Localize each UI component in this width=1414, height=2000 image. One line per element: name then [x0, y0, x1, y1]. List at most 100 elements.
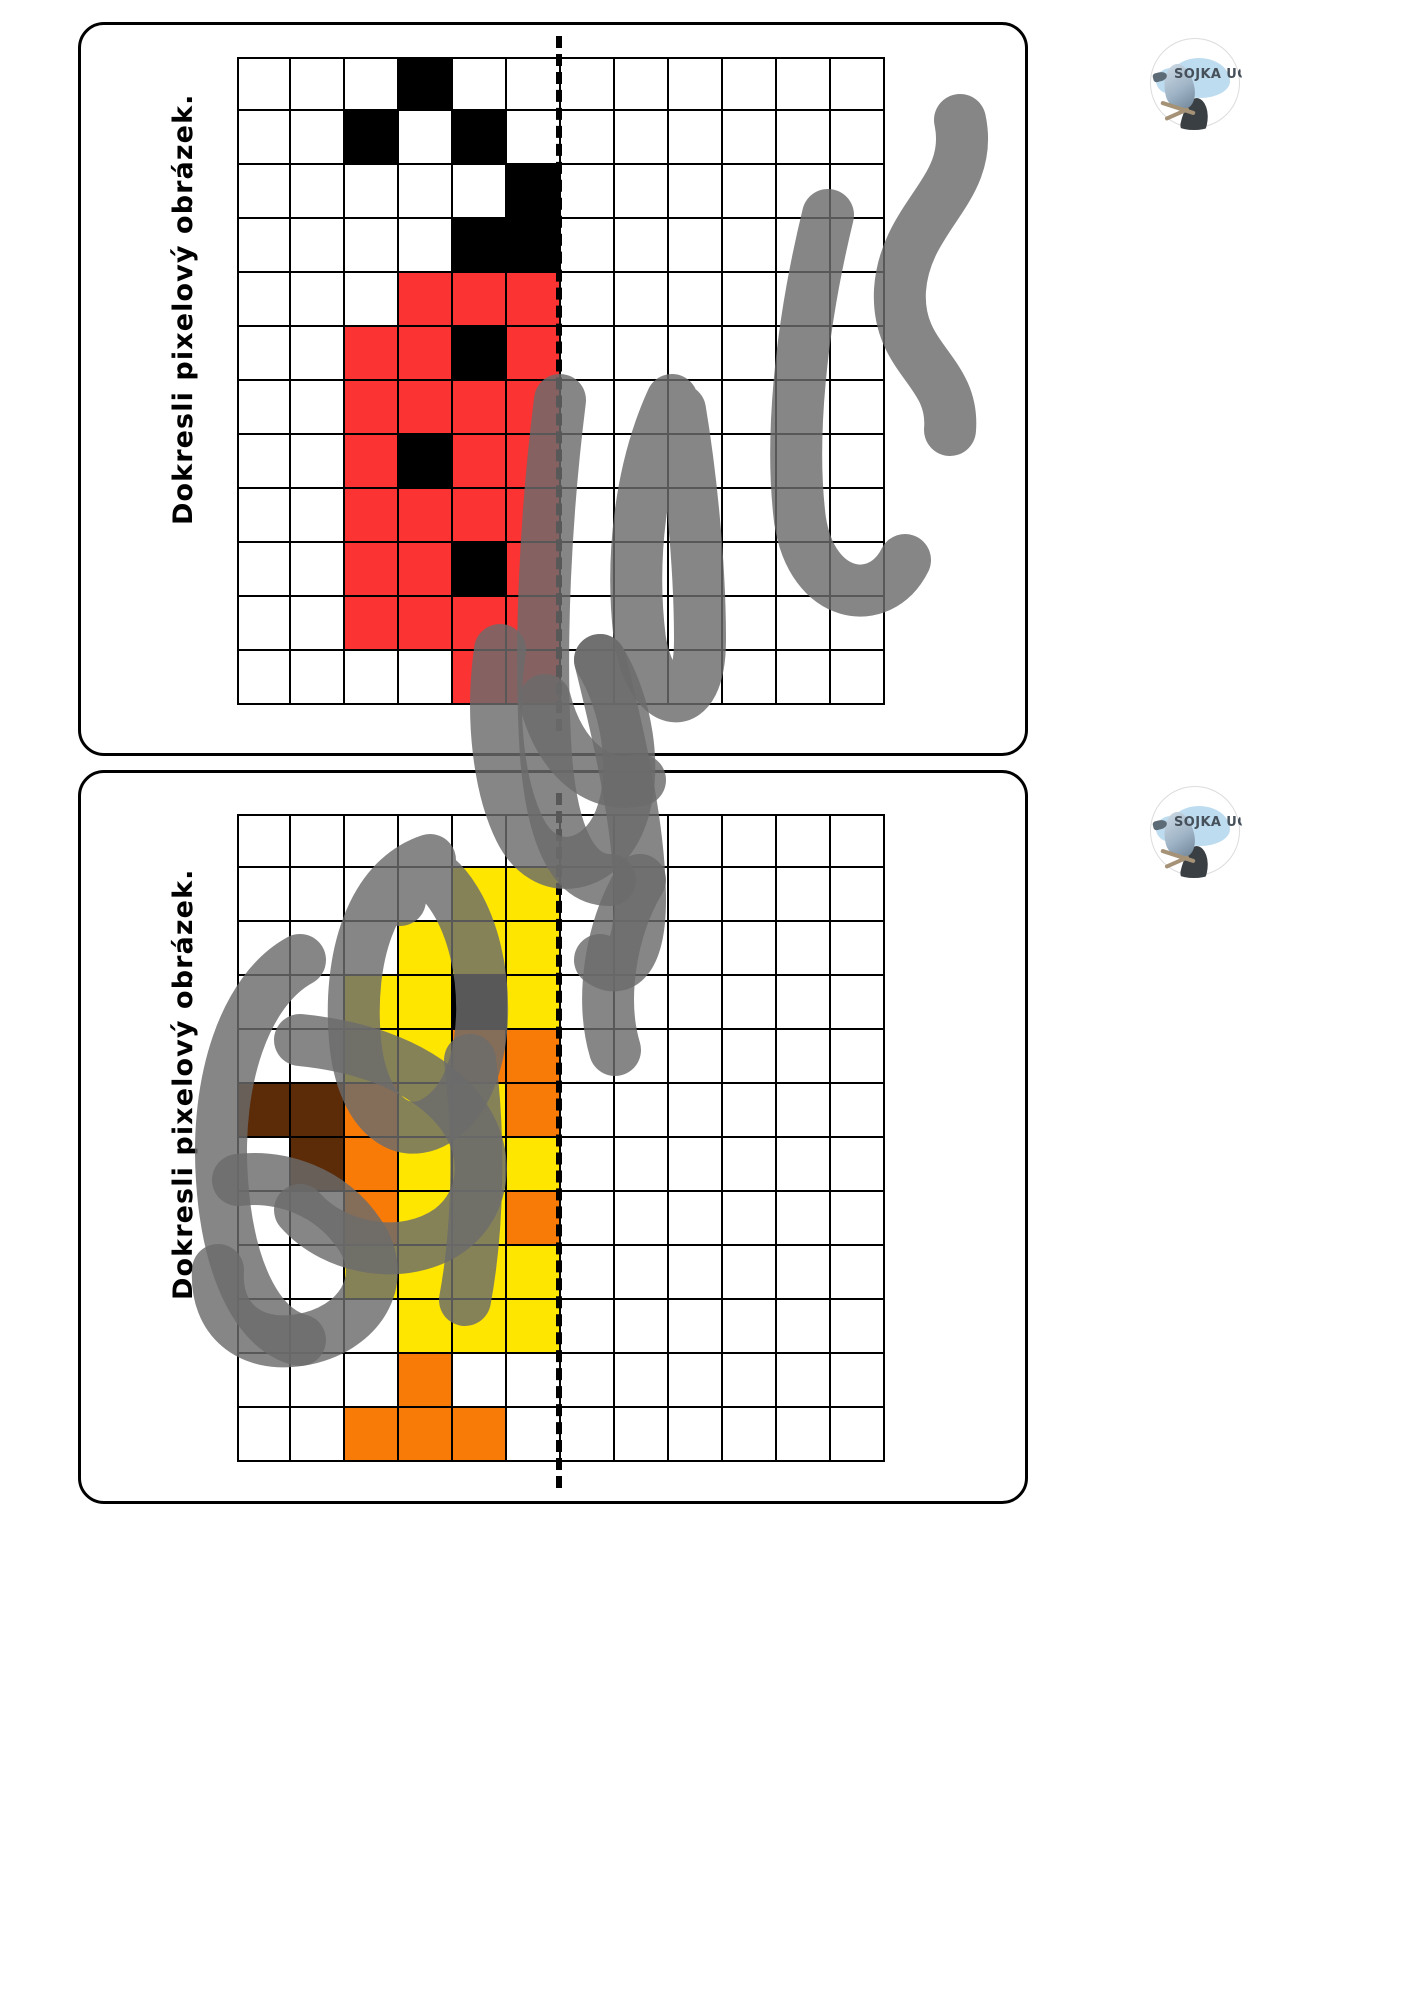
pixel-cell[interactable]	[507, 922, 561, 976]
pixel-cell[interactable]	[507, 1138, 561, 1192]
pixel-cell[interactable]	[345, 1354, 399, 1408]
pixel-cell[interactable]	[777, 1084, 831, 1138]
pixel-cell[interactable]	[723, 327, 777, 381]
pixel-cell[interactable]	[669, 1192, 723, 1246]
pixel-cell[interactable]	[291, 1084, 345, 1138]
pixel-cell[interactable]	[345, 597, 399, 651]
pixel-cell[interactable]	[399, 219, 453, 273]
pixel-cell[interactable]	[237, 219, 291, 273]
pixel-cell[interactable]	[399, 1138, 453, 1192]
pixel-cell[interactable]	[777, 922, 831, 976]
pixel-cell[interactable]	[453, 327, 507, 381]
pixel-cell[interactable]	[345, 381, 399, 435]
pixel-cell[interactable]	[669, 165, 723, 219]
pixel-cell[interactable]	[507, 219, 561, 273]
pixel-cell[interactable]	[777, 1192, 831, 1246]
pixel-cell[interactable]	[291, 111, 345, 165]
pixel-cell[interactable]	[453, 814, 507, 868]
pixel-cell[interactable]	[507, 976, 561, 1030]
pixel-cell[interactable]	[291, 1246, 345, 1300]
pixel-cell[interactable]	[615, 868, 669, 922]
pixel-cell[interactable]	[507, 1084, 561, 1138]
pixel-cell[interactable]	[507, 57, 561, 111]
pixel-cell[interactable]	[723, 219, 777, 273]
pixel-cell[interactable]	[291, 868, 345, 922]
pixel-cell[interactable]	[615, 219, 669, 273]
pixel-cell[interactable]	[669, 976, 723, 1030]
pixel-cell[interactable]	[561, 273, 615, 327]
pixel-cell[interactable]	[723, 1408, 777, 1462]
pixel-cell[interactable]	[669, 219, 723, 273]
pixel-cell[interactable]	[237, 1138, 291, 1192]
pixel-cell[interactable]	[453, 381, 507, 435]
pixel-cell[interactable]	[831, 1030, 885, 1084]
pixel-cell[interactable]	[345, 219, 399, 273]
pixel-cell[interactable]	[399, 814, 453, 868]
pixel-cell[interactable]	[723, 1084, 777, 1138]
pixel-cell[interactable]	[507, 381, 561, 435]
pixel-cell[interactable]	[777, 1408, 831, 1462]
pixel-cell[interactable]	[561, 976, 615, 1030]
pixel-cell[interactable]	[237, 868, 291, 922]
pixel-cell[interactable]	[831, 651, 885, 705]
pixel-cell[interactable]	[777, 1138, 831, 1192]
pixel-cell[interactable]	[399, 1192, 453, 1246]
pixel-cell[interactable]	[507, 273, 561, 327]
pixel-cell[interactable]	[669, 435, 723, 489]
pixel-cell[interactable]	[669, 651, 723, 705]
pixel-cell[interactable]	[291, 651, 345, 705]
pixel-cell[interactable]	[291, 1300, 345, 1354]
pixel-cell[interactable]	[777, 651, 831, 705]
pixel-cell[interactable]	[669, 922, 723, 976]
pixel-cell[interactable]	[237, 489, 291, 543]
pixel-cell[interactable]	[237, 1192, 291, 1246]
pixel-cell[interactable]	[345, 922, 399, 976]
pixel-cell[interactable]	[453, 57, 507, 111]
pixel-cell[interactable]	[615, 1192, 669, 1246]
pixel-cell[interactable]	[453, 219, 507, 273]
pixel-cell[interactable]	[777, 219, 831, 273]
pixel-cell[interactable]	[723, 57, 777, 111]
pixel-cell[interactable]	[831, 1138, 885, 1192]
pixel-cell[interactable]	[291, 435, 345, 489]
pixel-cell[interactable]	[561, 165, 615, 219]
pixel-cell[interactable]	[831, 1246, 885, 1300]
pixel-cell[interactable]	[507, 651, 561, 705]
pixel-cell[interactable]	[237, 814, 291, 868]
pixel-cell[interactable]	[237, 597, 291, 651]
pixel-cell[interactable]	[669, 814, 723, 868]
pixel-cell[interactable]	[561, 327, 615, 381]
pixel-cell[interactable]	[831, 597, 885, 651]
pixel-cell[interactable]	[399, 435, 453, 489]
pixel-cell[interactable]	[345, 543, 399, 597]
pixel-cell[interactable]	[453, 976, 507, 1030]
pixel-cell[interactable]	[237, 1354, 291, 1408]
pixel-cell[interactable]	[831, 814, 885, 868]
pixel-cell[interactable]	[399, 57, 453, 111]
pixel-cell[interactable]	[507, 1246, 561, 1300]
pixel-cell[interactable]	[453, 651, 507, 705]
pixel-cell[interactable]	[561, 435, 615, 489]
pixel-cell[interactable]	[453, 111, 507, 165]
pixel-cell[interactable]	[291, 597, 345, 651]
pixel-cell[interactable]	[777, 868, 831, 922]
pixel-cell[interactable]	[831, 922, 885, 976]
pixel-cell[interactable]	[831, 273, 885, 327]
pixel-cell[interactable]	[345, 111, 399, 165]
pixel-cell[interactable]	[345, 165, 399, 219]
pixel-cell[interactable]	[615, 111, 669, 165]
pixel-cell[interactable]	[453, 1030, 507, 1084]
pixel-cell[interactable]	[561, 1354, 615, 1408]
pixel-cell[interactable]	[615, 922, 669, 976]
pixel-cell[interactable]	[453, 922, 507, 976]
pixel-cell[interactable]	[291, 1138, 345, 1192]
pixel-cell[interactable]	[453, 1084, 507, 1138]
pixel-cell[interactable]	[777, 435, 831, 489]
pixel-cell[interactable]	[615, 1408, 669, 1462]
pixel-cell[interactable]	[615, 1138, 669, 1192]
pixel-cell[interactable]	[615, 651, 669, 705]
pixel-cell[interactable]	[561, 922, 615, 976]
pixel-cell[interactable]	[345, 1300, 399, 1354]
pixel-cell[interactable]	[399, 327, 453, 381]
pixel-cell[interactable]	[561, 1138, 615, 1192]
